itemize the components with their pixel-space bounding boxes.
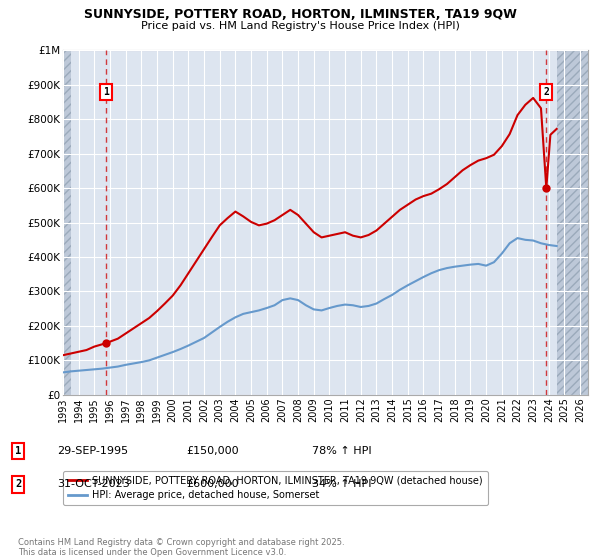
Text: 34% ↑ HPI: 34% ↑ HPI — [312, 479, 371, 489]
Text: 2: 2 — [15, 479, 21, 489]
Bar — [557, 50, 588, 395]
Text: 1: 1 — [103, 87, 109, 97]
Text: 1: 1 — [15, 446, 21, 456]
Legend: SUNNYSIDE, POTTERY ROAD, HORTON, ILMINSTER, TA19 9QW (detached house), HPI: Aver: SUNNYSIDE, POTTERY ROAD, HORTON, ILMINST… — [63, 470, 488, 505]
Text: 29-SEP-1995: 29-SEP-1995 — [57, 446, 128, 456]
Text: Contains HM Land Registry data © Crown copyright and database right 2025.
This d: Contains HM Land Registry data © Crown c… — [18, 538, 344, 557]
Text: £600,000: £600,000 — [186, 479, 239, 489]
Text: SUNNYSIDE, POTTERY ROAD, HORTON, ILMINSTER, TA19 9QW: SUNNYSIDE, POTTERY ROAD, HORTON, ILMINST… — [83, 8, 517, 21]
Text: 78% ↑ HPI: 78% ↑ HPI — [312, 446, 371, 456]
Text: 2: 2 — [544, 87, 549, 97]
Text: £150,000: £150,000 — [186, 446, 239, 456]
Bar — [63, 50, 71, 395]
Text: Price paid vs. HM Land Registry's House Price Index (HPI): Price paid vs. HM Land Registry's House … — [140, 21, 460, 31]
Text: 31-OCT-2023: 31-OCT-2023 — [57, 479, 130, 489]
